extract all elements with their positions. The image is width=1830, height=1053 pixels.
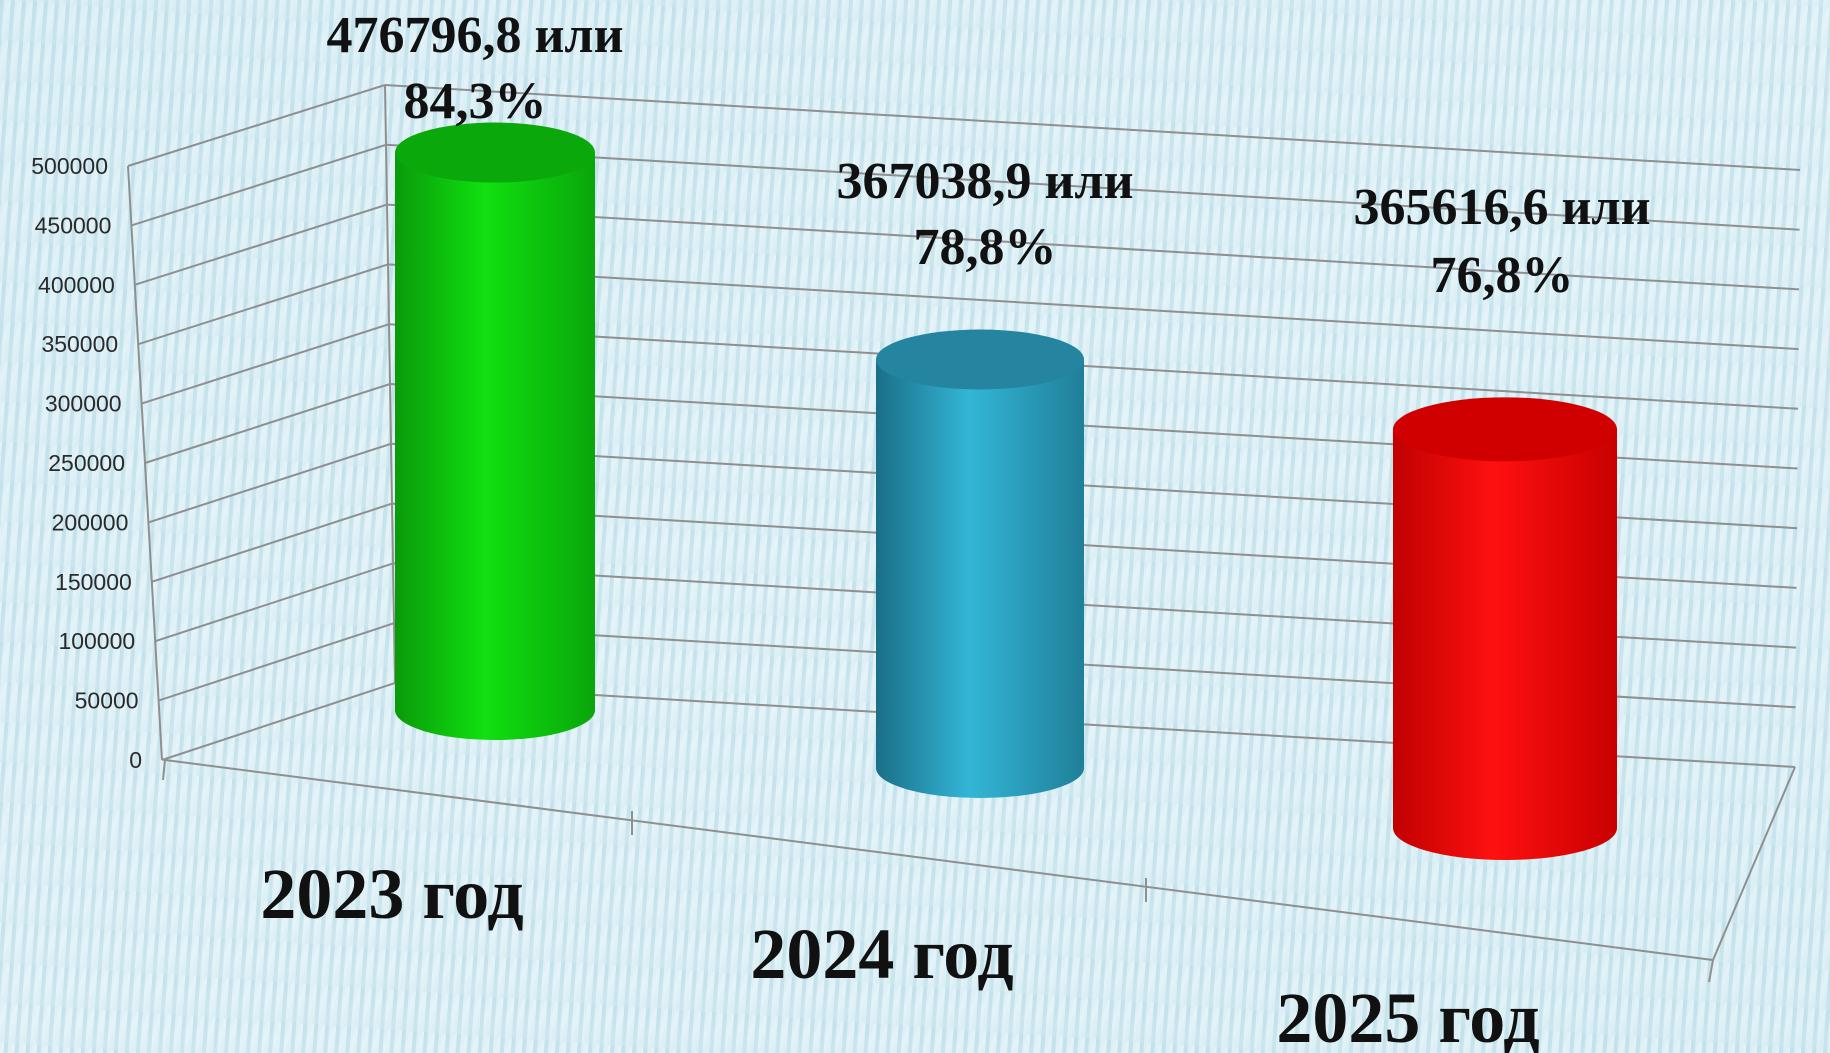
data-label: 76,8%: [1431, 247, 1574, 304]
side-gridline: [141, 323, 390, 405]
back-gridline: [387, 263, 1799, 351]
bar-top: [1393, 397, 1617, 462]
side-gridline: [144, 383, 391, 464]
bar-top: [395, 122, 595, 183]
x-tick-mark: [162, 759, 166, 781]
data-label: 78,8%: [914, 219, 1057, 276]
side-gridline: [127, 84, 386, 167]
data-labels: 476796,8 или 84,3% 367038,9 или 78,8% 365616…: [326, 7, 1650, 304]
category-label: 2023 год: [260, 854, 523, 934]
y-tick-label: 350000: [41, 331, 118, 357]
side-gridline: [161, 682, 396, 761]
category-label: 2024 год: [750, 914, 1013, 994]
y-tick-label: 150000: [55, 569, 132, 595]
data-label: 365616,6 или: [1353, 179, 1650, 236]
y-tick-label: 200000: [52, 509, 129, 535]
y-axis-ticks: 0 50000 100000 150000 200000 250000 300000 3500…: [31, 153, 142, 773]
data-label: 476796,8 или: [326, 7, 623, 64]
back-gridline: [384, 84, 1801, 171]
side-gridline: [158, 622, 395, 702]
bar: [876, 329, 1084, 798]
bars: [395, 122, 1617, 860]
side-gridline: [137, 263, 389, 346]
y-tick-label: 50000: [75, 688, 139, 714]
bar: [395, 122, 595, 740]
bar-body: [876, 359, 1084, 798]
back-gridline: [385, 143, 1800, 231]
y-tick-label: 100000: [58, 628, 135, 654]
side-gridline: [131, 143, 387, 227]
x-tick-mark: [1708, 959, 1714, 983]
bar-body: [395, 152, 595, 740]
y-tick-label: 400000: [38, 272, 115, 298]
y-tick-label: 450000: [35, 212, 112, 238]
data-label: 84,3%: [404, 73, 547, 130]
back-gridline: [386, 203, 1800, 291]
y-tick-label: 300000: [45, 391, 122, 417]
category-labels: 2023 год 2024 год 2025 год: [260, 854, 1539, 1053]
y-tick-label: 500000: [31, 153, 108, 179]
bar-body: [1393, 429, 1617, 860]
side-gridline: [134, 203, 388, 286]
data-label: 367038,9 или: [836, 153, 1133, 210]
back-wall-edge: [384, 84, 396, 684]
side-gridline: [154, 562, 394, 643]
y-tick-label: 0: [129, 747, 142, 773]
side-gridline: [148, 442, 392, 524]
category-label: 2025 год: [1276, 978, 1539, 1053]
bar: [1393, 397, 1617, 860]
side-gridline: [151, 502, 393, 583]
back-gridline: [388, 323, 1799, 410]
y-tick-label: 250000: [48, 450, 125, 476]
bar-top: [876, 329, 1084, 390]
y-axis-line: [127, 165, 163, 761]
